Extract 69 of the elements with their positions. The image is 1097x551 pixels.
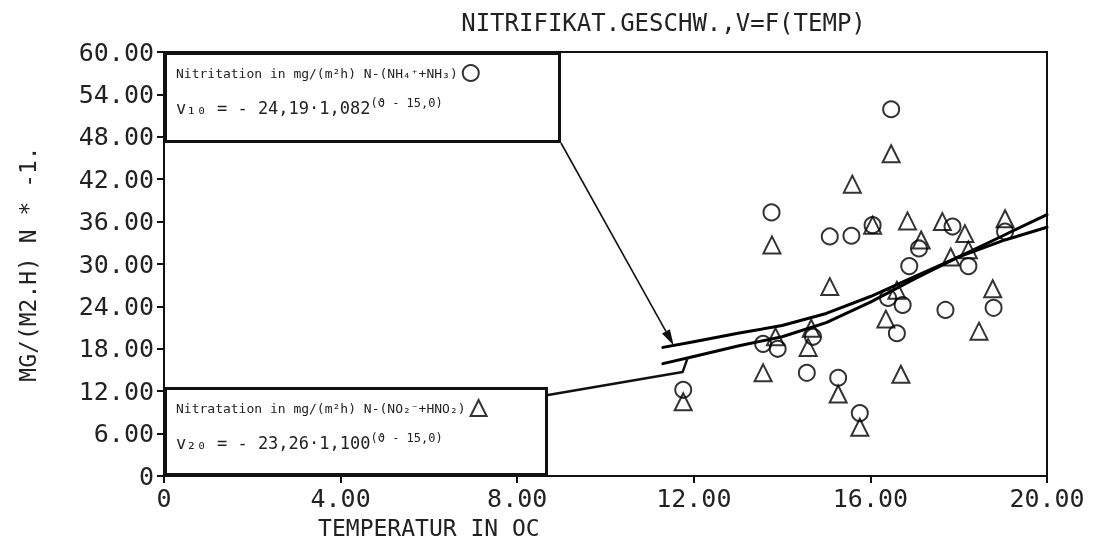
point: [909, 239, 928, 258]
point: [762, 203, 781, 222]
point: [876, 309, 896, 329]
point: [842, 226, 861, 245]
point: [984, 298, 1003, 317]
point: [674, 380, 693, 399]
point: [765, 327, 785, 347]
point: [911, 230, 931, 250]
point: [820, 227, 839, 246]
x-tick-label: 8.00: [487, 484, 548, 513]
y-tick-label: 54.00: [78, 79, 154, 109]
point: [891, 364, 911, 384]
legend-label: Nitratation in mg/(m²h) N-(NO₂⁻+HNO₂): [175, 400, 466, 416]
point: [754, 334, 773, 353]
y-axis-title: MG/(M2.H) N * -1.: [14, 146, 41, 382]
point: [900, 257, 919, 276]
point: [897, 211, 917, 231]
y-tick-label: 0: [138, 461, 154, 491]
point: [958, 240, 978, 260]
point: [969, 321, 989, 341]
x-tick-label: 0: [156, 484, 172, 513]
y-tick-label: 6.00: [93, 419, 154, 449]
point: [995, 209, 1015, 229]
point: [941, 247, 961, 267]
annotation: v₂₀ = - 23,26·1,100$^{(ϑ - 15,0)}$: [176, 430, 443, 454]
y-tick-label: 60.00: [78, 37, 154, 67]
point: [959, 257, 978, 276]
point: [768, 339, 787, 358]
x-axis-title: TEMPERATUR IN OC: [318, 514, 540, 541]
point: [753, 363, 773, 383]
y-tick-label: 42.00: [78, 164, 154, 194]
x-tick-label: 16.00: [832, 484, 909, 513]
point: [893, 295, 912, 314]
line-series: [661, 213, 1049, 366]
point: [996, 222, 1015, 241]
point: [932, 212, 952, 232]
y-tick-label: 30.00: [78, 249, 154, 279]
point: [943, 217, 962, 236]
annotation: v₁₀ = - 24,19·1,082$^{(ϑ - 15,0)}$: [176, 95, 443, 119]
point: [801, 318, 821, 338]
point: [936, 300, 955, 319]
y-tick-label: 48.00: [78, 122, 154, 152]
chart-title: NITRIFIKAT.GESCHW.,V=F(TEMP): [461, 9, 866, 37]
x-tick-label: 12.00: [656, 484, 732, 513]
point: [798, 337, 818, 357]
point: [762, 235, 782, 255]
point: [842, 174, 862, 194]
point: [804, 327, 823, 346]
y-tick-label: 24.00: [78, 291, 154, 321]
point: [955, 224, 975, 244]
x-tick-label: 4.00: [310, 484, 371, 513]
point: [983, 279, 1003, 299]
point: [797, 363, 816, 382]
point: [850, 417, 870, 437]
legend-label: Nitritation in mg/(m²h) N-(NH₄⁺+NH₃): [175, 65, 458, 81]
point: [882, 100, 901, 119]
y-tick-label: 36.00: [78, 207, 154, 237]
point: [887, 280, 907, 300]
point: [887, 324, 906, 343]
point: [828, 384, 848, 404]
point: [829, 368, 848, 387]
point: [879, 288, 898, 307]
point: [881, 144, 901, 164]
point: [850, 404, 869, 423]
point: [673, 392, 693, 412]
y-tick-label: 18.00: [78, 334, 154, 364]
point: [820, 277, 840, 297]
x-tick-label: 20.00: [1009, 484, 1085, 513]
y-tick-label: 12.00: [78, 376, 154, 406]
